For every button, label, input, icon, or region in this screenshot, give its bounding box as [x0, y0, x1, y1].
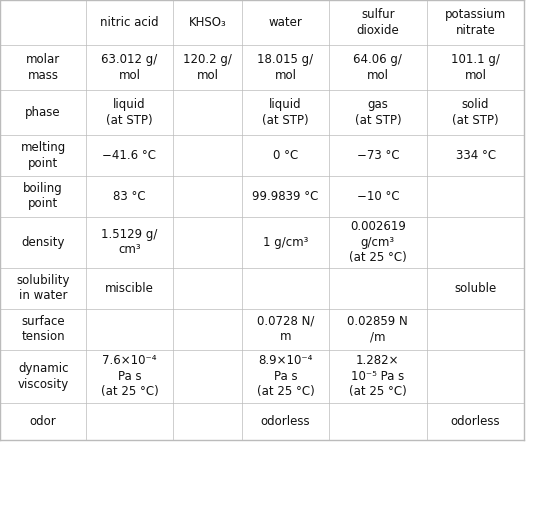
Text: dynamic
viscosity: dynamic viscosity — [17, 362, 69, 390]
Text: odorless: odorless — [261, 415, 310, 428]
Text: 0.02859 N
/m: 0.02859 N /m — [347, 315, 408, 343]
Text: solubility
in water: solubility in water — [16, 274, 70, 303]
Text: 0 °C: 0 °C — [273, 149, 298, 162]
Text: 1.282×
10⁻⁵ Pa s
(at 25 °C): 1.282× 10⁻⁵ Pa s (at 25 °C) — [349, 354, 407, 399]
Text: nitric acid: nitric acid — [100, 16, 159, 29]
Text: sulfur
dioxide: sulfur dioxide — [357, 8, 399, 37]
Text: melting
point: melting point — [21, 141, 66, 170]
Text: 0.0728 N/
m: 0.0728 N/ m — [257, 315, 314, 343]
Text: 99.9839 °C: 99.9839 °C — [252, 190, 319, 203]
Text: molar
mass: molar mass — [26, 53, 60, 82]
Text: liquid
(at STP): liquid (at STP) — [106, 98, 153, 127]
Text: −10 °C: −10 °C — [357, 190, 399, 203]
Text: 120.2 g/
mol: 120.2 g/ mol — [183, 53, 232, 82]
Text: surface
tension: surface tension — [21, 315, 65, 343]
Text: 334 °C: 334 °C — [455, 149, 496, 162]
Text: gas
(at STP): gas (at STP) — [354, 98, 401, 127]
Text: 1 g/cm³: 1 g/cm³ — [263, 236, 308, 249]
Text: −73 °C: −73 °C — [357, 149, 399, 162]
Text: phase: phase — [25, 106, 61, 119]
Text: 8.9×10⁻⁴
Pa s
(at 25 °C): 8.9×10⁻⁴ Pa s (at 25 °C) — [257, 354, 314, 399]
Text: water: water — [269, 16, 302, 29]
Text: boiling
point: boiling point — [23, 182, 63, 211]
Text: 83 °C: 83 °C — [113, 190, 146, 203]
Text: 64.06 g/
mol: 64.06 g/ mol — [353, 53, 402, 82]
Text: KHSO₃: KHSO₃ — [188, 16, 227, 29]
Text: potassium
nitrate: potassium nitrate — [445, 8, 506, 37]
Text: 101.1 g/
mol: 101.1 g/ mol — [451, 53, 500, 82]
Text: miscible: miscible — [105, 282, 154, 295]
Text: 0.002619
g/cm³
(at 25 °C): 0.002619 g/cm³ (at 25 °C) — [349, 220, 407, 264]
Text: 7.6×10⁻⁴
Pa s
(at 25 °C): 7.6×10⁻⁴ Pa s (at 25 °C) — [100, 354, 158, 399]
Text: density: density — [21, 236, 65, 249]
Text: 18.015 g/
mol: 18.015 g/ mol — [258, 53, 313, 82]
Text: 1.5129 g/
cm³: 1.5129 g/ cm³ — [101, 228, 158, 257]
Text: soluble: soluble — [454, 282, 497, 295]
Text: solid
(at STP): solid (at STP) — [452, 98, 499, 127]
Text: odor: odor — [30, 415, 56, 428]
Text: 63.012 g/
mol: 63.012 g/ mol — [101, 53, 158, 82]
Text: odorless: odorless — [451, 415, 500, 428]
Text: −41.6 °C: −41.6 °C — [103, 149, 156, 162]
Text: liquid
(at STP): liquid (at STP) — [262, 98, 309, 127]
